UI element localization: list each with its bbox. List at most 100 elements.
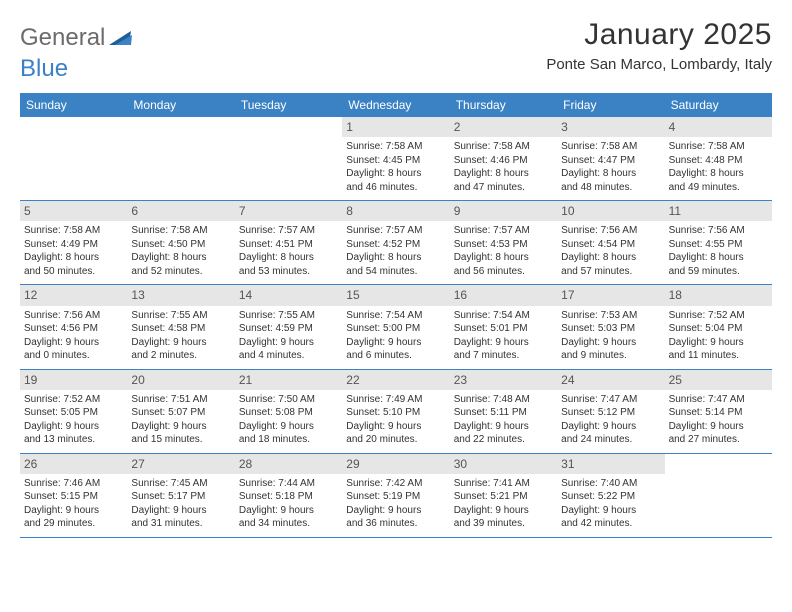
daylight-line1: Daylight: 9 hours xyxy=(24,420,123,434)
day-header-sun: Sunday xyxy=(20,93,127,117)
sunrise-line: Sunrise: 7:55 AM xyxy=(131,309,230,323)
daylight-line1: Daylight: 9 hours xyxy=(454,420,553,434)
daylight-line1: Daylight: 9 hours xyxy=(669,336,768,350)
logo-text-general: General xyxy=(20,24,105,52)
daylight-line2: and 15 minutes. xyxy=(131,433,230,447)
day-cell: 18Sunrise: 7:52 AMSunset: 5:04 PMDayligh… xyxy=(665,285,772,368)
day-number: 6 xyxy=(127,201,234,221)
sunrise-line: Sunrise: 7:53 AM xyxy=(561,309,660,323)
week-row: 19Sunrise: 7:52 AMSunset: 5:05 PMDayligh… xyxy=(20,370,772,454)
daylight-line1: Daylight: 9 hours xyxy=(131,336,230,350)
day-number: 12 xyxy=(20,285,127,305)
daylight-line1: Daylight: 9 hours xyxy=(24,336,123,350)
daylight-line1: Daylight: 8 hours xyxy=(454,167,553,181)
daylight-line2: and 9 minutes. xyxy=(561,349,660,363)
daylight-line1: Daylight: 9 hours xyxy=(239,420,338,434)
daylight-line1: Daylight: 9 hours xyxy=(346,336,445,350)
sunrise-line: Sunrise: 7:54 AM xyxy=(346,309,445,323)
daylight-line2: and 6 minutes. xyxy=(346,349,445,363)
day-number: 19 xyxy=(20,370,127,390)
day-header-thu: Thursday xyxy=(450,93,557,117)
daylight-line2: and 46 minutes. xyxy=(346,181,445,195)
daylight-line2: and 47 minutes. xyxy=(454,181,553,195)
day-number: 15 xyxy=(342,285,449,305)
daylight-line2: and 11 minutes. xyxy=(669,349,768,363)
day-cell: 15Sunrise: 7:54 AMSunset: 5:00 PMDayligh… xyxy=(342,285,449,368)
sunrise-line: Sunrise: 7:41 AM xyxy=(454,477,553,491)
day-number: 27 xyxy=(127,454,234,474)
sunset-line: Sunset: 5:18 PM xyxy=(239,490,338,504)
day-number: 9 xyxy=(450,201,557,221)
day-number: 17 xyxy=(557,285,664,305)
daylight-line2: and 50 minutes. xyxy=(24,265,123,279)
day-cell: 26Sunrise: 7:46 AMSunset: 5:15 PMDayligh… xyxy=(20,454,127,537)
day-cell: 24Sunrise: 7:47 AMSunset: 5:12 PMDayligh… xyxy=(557,370,664,453)
day-cell: 4Sunrise: 7:58 AMSunset: 4:48 PMDaylight… xyxy=(665,117,772,200)
sunset-line: Sunset: 5:14 PM xyxy=(669,406,768,420)
day-cell: 19Sunrise: 7:52 AMSunset: 5:05 PMDayligh… xyxy=(20,370,127,453)
day-cell: 14Sunrise: 7:55 AMSunset: 4:59 PMDayligh… xyxy=(235,285,342,368)
week-row: 12Sunrise: 7:56 AMSunset: 4:56 PMDayligh… xyxy=(20,285,772,369)
day-number: 10 xyxy=(557,201,664,221)
day-cell: 29Sunrise: 7:42 AMSunset: 5:19 PMDayligh… xyxy=(342,454,449,537)
sunrise-line: Sunrise: 7:57 AM xyxy=(346,224,445,238)
day-cell: 1Sunrise: 7:58 AMSunset: 4:45 PMDaylight… xyxy=(342,117,449,200)
daylight-line2: and 20 minutes. xyxy=(346,433,445,447)
daylight-line1: Daylight: 9 hours xyxy=(239,336,338,350)
day-header-sat: Saturday xyxy=(665,93,772,117)
sunrise-line: Sunrise: 7:58 AM xyxy=(669,140,768,154)
sunset-line: Sunset: 5:21 PM xyxy=(454,490,553,504)
logo: General xyxy=(20,24,135,52)
daylight-line1: Daylight: 9 hours xyxy=(454,504,553,518)
daylight-line1: Daylight: 9 hours xyxy=(239,504,338,518)
day-number: 30 xyxy=(450,454,557,474)
day-number: 23 xyxy=(450,370,557,390)
sunrise-line: Sunrise: 7:52 AM xyxy=(24,393,123,407)
day-cell: 10Sunrise: 7:56 AMSunset: 4:54 PMDayligh… xyxy=(557,201,664,284)
sunset-line: Sunset: 4:55 PM xyxy=(669,238,768,252)
day-number: 29 xyxy=(342,454,449,474)
day-cell: 12Sunrise: 7:56 AMSunset: 4:56 PMDayligh… xyxy=(20,285,127,368)
sunrise-line: Sunrise: 7:51 AM xyxy=(131,393,230,407)
sunrise-line: Sunrise: 7:58 AM xyxy=(131,224,230,238)
sunrise-line: Sunrise: 7:42 AM xyxy=(346,477,445,491)
day-number: 2 xyxy=(450,117,557,137)
day-cell: 6Sunrise: 7:58 AMSunset: 4:50 PMDaylight… xyxy=(127,201,234,284)
day-cell: 11Sunrise: 7:56 AMSunset: 4:55 PMDayligh… xyxy=(665,201,772,284)
daylight-line2: and 0 minutes. xyxy=(24,349,123,363)
day-cell: 7Sunrise: 7:57 AMSunset: 4:51 PMDaylight… xyxy=(235,201,342,284)
sunset-line: Sunset: 4:58 PM xyxy=(131,322,230,336)
sunrise-line: Sunrise: 7:54 AM xyxy=(454,309,553,323)
day-cell: 3Sunrise: 7:58 AMSunset: 4:47 PMDaylight… xyxy=(557,117,664,200)
day-cell: 31Sunrise: 7:40 AMSunset: 5:22 PMDayligh… xyxy=(557,454,664,537)
sunrise-line: Sunrise: 7:56 AM xyxy=(24,309,123,323)
sunset-line: Sunset: 4:54 PM xyxy=(561,238,660,252)
daylight-line1: Daylight: 9 hours xyxy=(131,420,230,434)
daylight-line1: Daylight: 9 hours xyxy=(454,336,553,350)
daylight-line1: Daylight: 9 hours xyxy=(24,504,123,518)
day-cell: . xyxy=(20,117,127,200)
daylight-line1: Daylight: 8 hours xyxy=(454,251,553,265)
daylight-line2: and 2 minutes. xyxy=(131,349,230,363)
sunset-line: Sunset: 5:04 PM xyxy=(669,322,768,336)
day-number: 21 xyxy=(235,370,342,390)
sunset-line: Sunset: 5:08 PM xyxy=(239,406,338,420)
daylight-line2: and 24 minutes. xyxy=(561,433,660,447)
title-block: January 2025 Ponte San Marco, Lombardy, … xyxy=(546,18,772,73)
daylight-line2: and 31 minutes. xyxy=(131,517,230,531)
daylight-line2: and 49 minutes. xyxy=(669,181,768,195)
daylight-line2: and 53 minutes. xyxy=(239,265,338,279)
daylight-line2: and 29 minutes. xyxy=(24,517,123,531)
sunrise-line: Sunrise: 7:55 AM xyxy=(239,309,338,323)
sunrise-line: Sunrise: 7:57 AM xyxy=(239,224,338,238)
day-header-fri: Friday xyxy=(557,93,664,117)
day-cell: 27Sunrise: 7:45 AMSunset: 5:17 PMDayligh… xyxy=(127,454,234,537)
month-title: January 2025 xyxy=(546,18,772,52)
sunset-line: Sunset: 5:03 PM xyxy=(561,322,660,336)
daylight-line1: Daylight: 9 hours xyxy=(561,336,660,350)
sunset-line: Sunset: 4:46 PM xyxy=(454,154,553,168)
sunset-line: Sunset: 5:10 PM xyxy=(346,406,445,420)
sunset-line: Sunset: 4:48 PM xyxy=(669,154,768,168)
daylight-line1: Daylight: 9 hours xyxy=(561,420,660,434)
sunrise-line: Sunrise: 7:47 AM xyxy=(561,393,660,407)
